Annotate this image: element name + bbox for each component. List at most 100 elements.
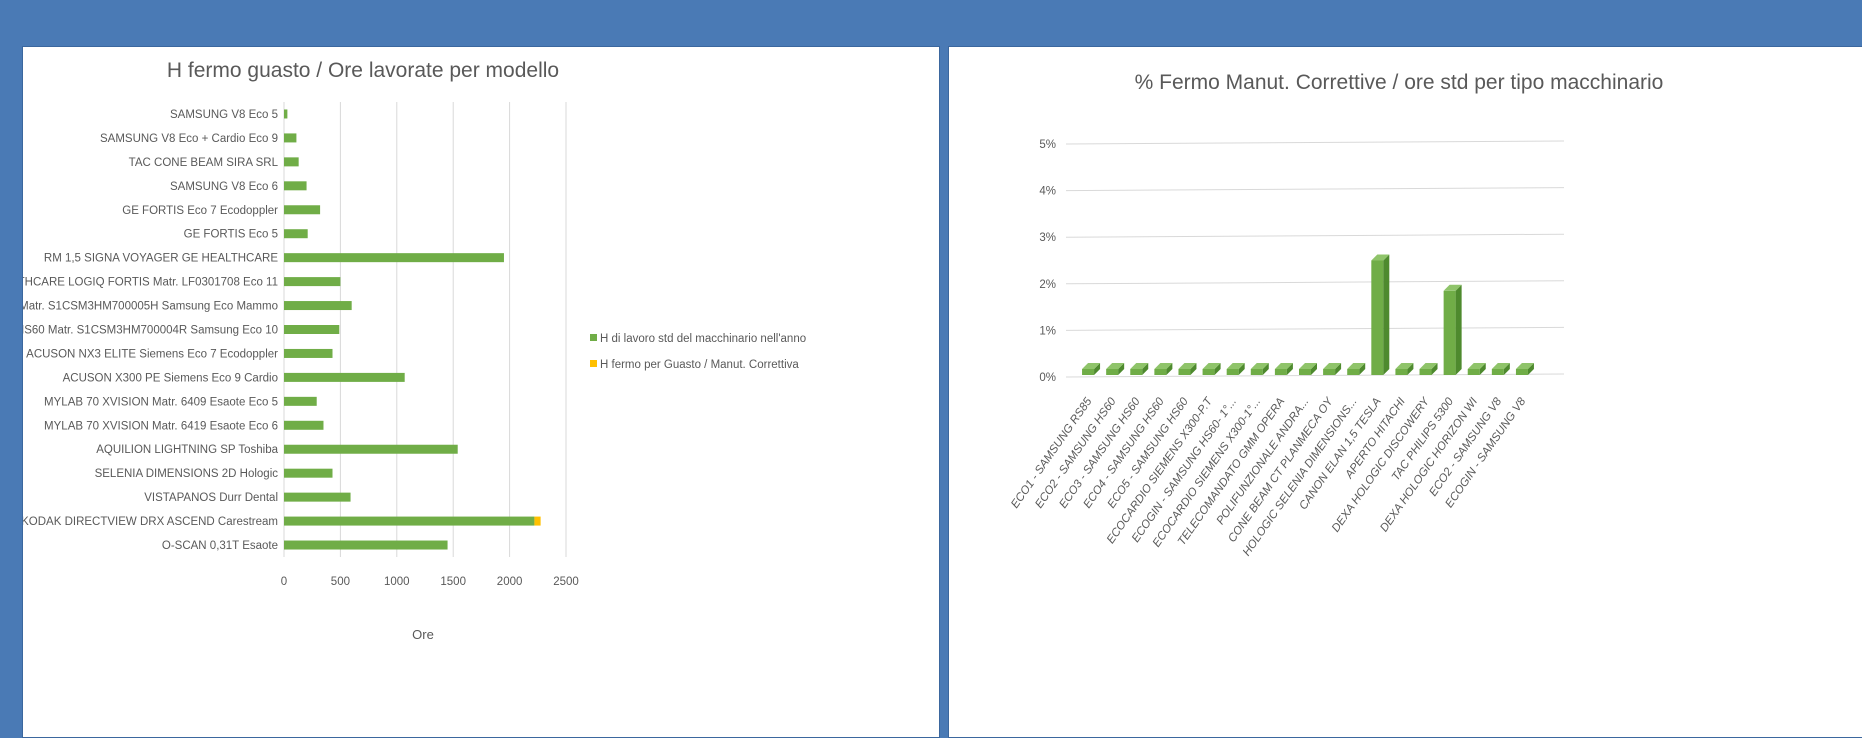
column-side [1142, 363, 1149, 375]
column-front [1491, 369, 1504, 375]
bar-ore-lavoro [284, 444, 458, 454]
bar-ore-lavoro [284, 277, 341, 287]
column-front [1299, 369, 1311, 375]
bar-ore-lavoro [284, 540, 448, 550]
column-top [1202, 363, 1221, 369]
y-category-label: SAMSUNG V8 Eco 6 [170, 181, 278, 193]
column-top [1250, 363, 1269, 369]
y-category-label: TAC CONE BEAM SIRA SRL [129, 157, 279, 169]
column-front [1515, 369, 1528, 375]
column-front [1274, 369, 1287, 375]
bar-ore-lavoro [284, 468, 333, 478]
column-front [1443, 290, 1456, 375]
bar-ore-lavoro [284, 492, 351, 502]
column-chart-3d: % Fermo Manut. Correttive / ore std per … [1009, 71, 1664, 558]
column-side [1238, 363, 1245, 375]
x-tick-label: 1500 [440, 576, 466, 588]
column-top [1323, 363, 1342, 369]
bar-ore-lavoro [284, 133, 297, 143]
bar-ore-lavoro [284, 420, 324, 430]
chart-title: % Fermo Manut. Correttive / ore std per … [1135, 71, 1664, 94]
y-category-label: ACUSON NX3 ELITE Siemens Eco 7 Ecodopple… [26, 348, 278, 360]
column-top [1515, 363, 1534, 369]
column-top [1274, 363, 1293, 369]
y-gridline [1065, 187, 1565, 192]
y-category-label: SELENIA DIMENSIONS 2D Hologic [95, 468, 279, 480]
column-side [1479, 363, 1486, 375]
x-axis-label: Ore [412, 627, 434, 642]
y-category-label: O-SCAN 0,31T Esaote [162, 540, 278, 552]
y-category-label: SAMSUNG V8 Eco 5 [170, 109, 278, 121]
column-top [1467, 363, 1486, 369]
column-top [1395, 363, 1414, 369]
y-tick-label: 1% [1039, 325, 1056, 337]
column-front [1202, 369, 1215, 375]
column-side [1311, 363, 1317, 375]
column-top [1130, 363, 1149, 369]
bar-ore-lavoro [284, 157, 299, 167]
column-side [1262, 363, 1269, 375]
column-front [1106, 369, 1119, 375]
column-front [1395, 369, 1408, 375]
y-gridline [1065, 280, 1565, 285]
column-side [1527, 363, 1534, 375]
column-top [1106, 363, 1125, 369]
y-tick-label: 0% [1039, 372, 1056, 384]
column-front [1130, 369, 1143, 375]
y-gridline [1065, 326, 1565, 331]
y-category-label: MYLAB 70 XVISION Matr. 6419 Esaote Eco 6 [44, 420, 278, 432]
column-top [1154, 363, 1173, 369]
y-category-label: SAMSUNG V8 Eco + Cardio Eco 9 [100, 133, 278, 145]
y-category-label: VISTAPANOS Durr Dental [144, 492, 278, 504]
y-tick-label: 4% [1039, 186, 1056, 198]
column-side [1455, 284, 1462, 375]
chart-title: H fermo guasto / Ore lavorate per modell… [167, 59, 559, 82]
column-front [1178, 369, 1191, 375]
column-side [1335, 363, 1342, 375]
column-front [1154, 369, 1167, 375]
y-category-label: RM 1,5 SIGNA VOYAGER GE HEALTHCARE [44, 253, 278, 265]
x-tick-label: 500 [331, 576, 350, 588]
y-category-label: GE FORTIS Eco 7 Ecodoppler [122, 205, 278, 217]
legend: H di lavoro std del macchinario nell'ann… [590, 333, 806, 371]
column-front [1347, 369, 1360, 375]
bar-ore-lavoro [284, 181, 307, 191]
x-tick-label: 2000 [497, 576, 523, 588]
bar-ore-lavoro [284, 253, 504, 263]
column-side [1431, 363, 1438, 375]
column-side [1286, 363, 1293, 375]
legend-swatch [590, 334, 597, 341]
column-front [1323, 369, 1336, 375]
bar-ore-lavoro [284, 325, 340, 334]
y-category-label: HS60 Matr. S1CSM3HM700005H Samsung Eco M… [23, 301, 278, 313]
right-chart-panel: % Fermo Manut. Correttive / ore std per … [948, 46, 1862, 738]
y-category-label: MYLAB 70 XVISION Matr. 6409 Esaote Eco 5 [44, 396, 278, 408]
bar-ore-lavoro [284, 372, 405, 382]
column-side [1118, 363, 1125, 375]
column-side [1359, 363, 1366, 375]
bar-fermo-guasto [534, 516, 541, 526]
bar-ore-lavoro [284, 348, 333, 358]
horizontal-bar-chart: H fermo guasto / Ore lavorate per modell… [23, 59, 806, 642]
y-category-label: ACUSON X300 PE Siemens Eco 9 Cardio [63, 372, 278, 384]
y-gridline [1065, 233, 1565, 238]
column-top [1419, 363, 1438, 369]
column-top [1443, 284, 1462, 291]
column-side [1383, 254, 1390, 375]
y-category-label: GE FORTIS Eco 5 [184, 229, 278, 241]
column-top [1082, 363, 1101, 369]
y-category-label: HS60 Matr. S1CSM3HM700004R Samsung Eco 1… [23, 325, 278, 337]
x-tick-label: 0 [281, 576, 287, 588]
column-top [1347, 363, 1366, 369]
column-front [1250, 369, 1263, 375]
column-top [1178, 363, 1197, 369]
bar-ore-lavoro [284, 301, 352, 311]
column-front [1419, 369, 1432, 375]
column-side [1407, 363, 1414, 375]
bar-ore-lavoro [284, 516, 535, 526]
column-side [1094, 363, 1101, 375]
column-side [1166, 363, 1173, 375]
y-gridline [1065, 373, 1565, 378]
bar-ore-lavoro [284, 205, 321, 215]
legend-swatch [590, 360, 597, 367]
